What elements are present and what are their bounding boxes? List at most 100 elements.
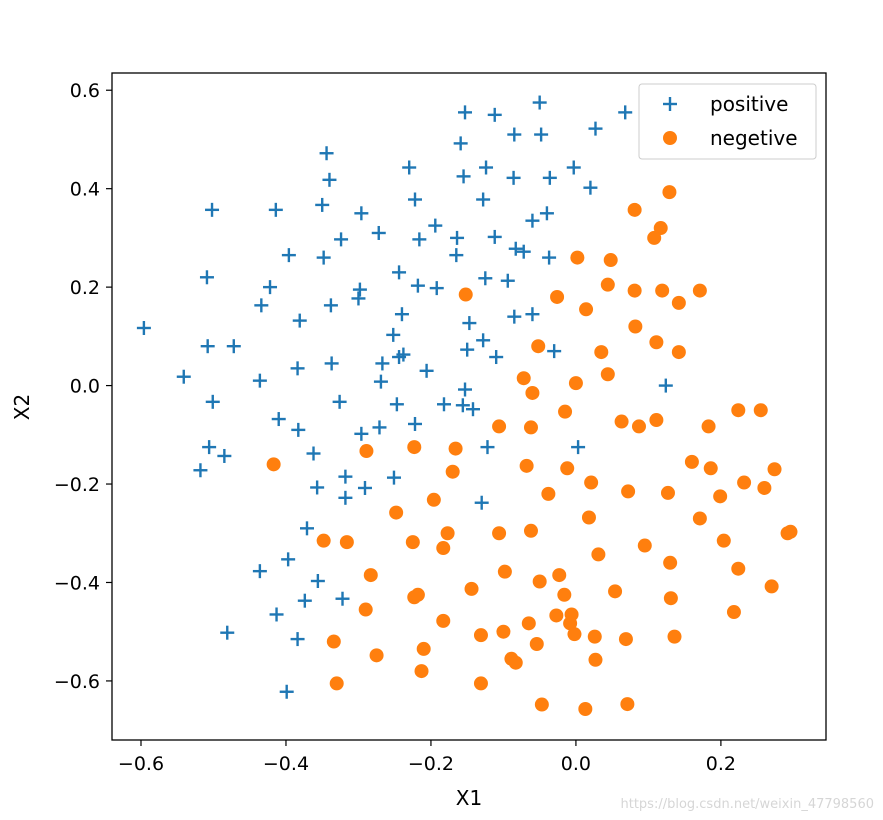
negative-point [600, 367, 615, 382]
negative-point [667, 629, 682, 644]
legend-circle-marker [663, 131, 677, 145]
negative-point [757, 480, 772, 495]
positive-point [332, 394, 347, 409]
negative-point [534, 697, 549, 712]
negative-point [492, 526, 507, 541]
negative-point [407, 440, 422, 455]
positive-point [507, 127, 522, 142]
x-tick-label: 0.2 [706, 753, 736, 775]
negative-point [713, 489, 728, 504]
negative-point [621, 484, 636, 499]
negative-point [603, 253, 618, 268]
positive-point [474, 495, 489, 510]
negative-point [410, 587, 425, 602]
negative-point [405, 535, 420, 550]
legend-box [638, 83, 817, 160]
positive-point [506, 170, 521, 185]
legend-circle-marker-icon [663, 131, 677, 145]
positive-point [352, 282, 367, 297]
negative-point [627, 283, 642, 298]
y-tick-label: 0.0 [70, 376, 100, 398]
legend-plus-marker-icon [663, 97, 677, 111]
negative-point [363, 568, 378, 583]
legend-plus-marker [663, 97, 677, 111]
negative-point [497, 564, 512, 579]
negative-point [523, 420, 538, 435]
positive-point [525, 307, 540, 322]
positive-point [428, 218, 443, 233]
positive-point [487, 229, 502, 244]
positive-point [480, 440, 495, 455]
negative-point [579, 302, 594, 317]
negative-point [448, 441, 463, 456]
positive-point [516, 244, 531, 259]
positive-point [455, 398, 470, 413]
negative-point [516, 371, 531, 386]
positive-point [507, 309, 522, 324]
positive-point [200, 339, 215, 354]
positive-point [588, 121, 603, 136]
positive-point [176, 369, 191, 384]
negative-point [767, 462, 782, 477]
negative-point [578, 701, 593, 716]
positive-point [252, 373, 267, 388]
negative-point [662, 185, 677, 200]
negative-point [426, 492, 441, 507]
positive-point [291, 422, 306, 437]
negative-point [684, 454, 699, 469]
positive-point [373, 374, 388, 389]
positive-point [465, 402, 480, 417]
positive-point [319, 146, 334, 161]
negative-point [329, 676, 344, 691]
positive-point [410, 278, 425, 293]
positive-point [456, 169, 471, 184]
negative-point [389, 505, 404, 520]
positive-point [334, 232, 349, 247]
negative-point [464, 581, 479, 596]
negative-point [549, 608, 564, 623]
positive-point [392, 265, 407, 280]
negative-point [649, 335, 664, 350]
legend-label-positive: positive [710, 92, 788, 116]
y-axis-label: X2 [10, 394, 34, 420]
negative-point [587, 629, 602, 644]
x-axis-ticks: −0.6 −0.4 −0.2 0.0 0.2 [118, 740, 736, 775]
negative-point [473, 676, 488, 691]
negative-point [608, 584, 623, 599]
y-axis-ticks: −0.6 −0.4 −0.2 0.0 0.2 0.4 0.6 [54, 80, 112, 693]
positive-point [338, 490, 353, 505]
negative-point [436, 613, 451, 628]
plot-frame [111, 72, 827, 741]
negative-point [359, 444, 374, 459]
negative-point [369, 648, 384, 663]
positive-point [476, 192, 491, 207]
negative-point [663, 555, 678, 570]
negative-point [358, 602, 373, 617]
positive-series [136, 95, 673, 699]
negative-point [458, 287, 473, 302]
positive-point [199, 270, 214, 285]
negative-point [581, 510, 596, 525]
positive-point [658, 378, 673, 393]
negative-point [653, 221, 668, 236]
negative-point [316, 533, 331, 548]
positive-point [412, 232, 427, 247]
positive-point [297, 593, 312, 608]
positive-point [322, 172, 337, 187]
positive-point [386, 470, 401, 485]
positive-point [525, 213, 540, 228]
positive-point [500, 273, 515, 288]
positive-point [542, 250, 557, 265]
negative-point [618, 632, 633, 647]
negative-point [558, 404, 573, 419]
negative-point [737, 475, 752, 490]
negative-point [416, 641, 431, 656]
positive-point [450, 230, 465, 245]
positive-point [449, 248, 464, 263]
y-tick-label: −0.6 [54, 671, 100, 693]
positive-point [429, 281, 444, 296]
positive-point [386, 327, 401, 342]
positive-point [547, 344, 562, 359]
positive-point [136, 320, 151, 335]
